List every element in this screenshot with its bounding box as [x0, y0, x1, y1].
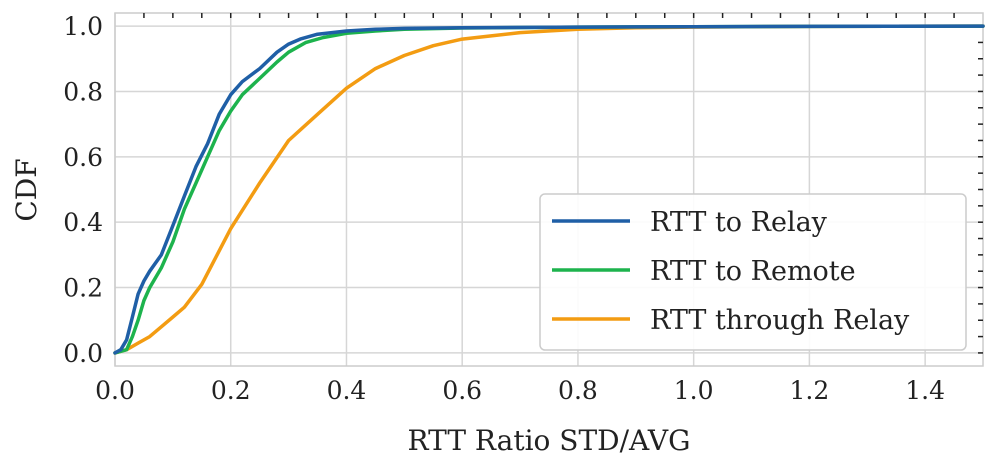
series-layer: [113, 24, 985, 355]
x-tick-label: 0.2: [211, 376, 251, 405]
x-axis-label: RTT Ratio STD/AVG: [408, 424, 691, 457]
y-tick-label: 0.0: [63, 339, 103, 368]
x-tick-label: 0.6: [442, 376, 482, 405]
y-tick-label: 1.0: [63, 12, 103, 41]
legend-label-through-relay: RTT through Relay: [650, 305, 910, 336]
x-tick-label: 1.4: [905, 376, 945, 405]
legend: RTT to Relay RTT to Remote RTT through R…: [539, 193, 967, 351]
legend-box: [539, 193, 967, 351]
x-tick-label: 0.4: [327, 376, 367, 405]
x-tick-label: 0.0: [95, 376, 135, 405]
x-tick-label: 1.2: [790, 376, 830, 405]
series-line-rtt-to-relay: [113, 24, 985, 355]
series-line-rtt-through-relay: [113, 24, 985, 355]
x-tick-label: 1.0: [674, 376, 714, 405]
tick-labels: 0.0 0.2 0.4 0.6 0.8 1.0 1.2 1.4 0.0 0.2 0.4 0.6 0.8 1…: [63, 12, 945, 405]
y-tick-label: 0.4: [63, 208, 103, 237]
minor-ticks: [143, 13, 983, 354]
y-axis-label: CDF: [10, 158, 43, 221]
y-tick-label: 0.8: [63, 77, 103, 106]
y-tick-label: 0.6: [63, 143, 103, 172]
x-tick-label: 0.8: [558, 376, 598, 405]
legend-label-relay: RTT to Relay: [650, 207, 828, 238]
legend-label-remote: RTT to Remote: [650, 256, 856, 287]
y-tick-label: 0.2: [63, 274, 103, 303]
